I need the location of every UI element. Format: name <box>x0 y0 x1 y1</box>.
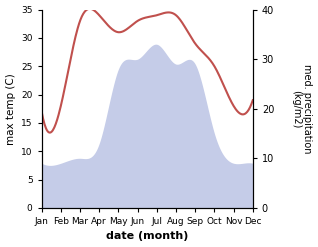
X-axis label: date (month): date (month) <box>106 231 188 242</box>
Y-axis label: max temp (C): max temp (C) <box>5 73 16 144</box>
Y-axis label: med. precipitation
(kg/m2): med. precipitation (kg/m2) <box>291 64 313 153</box>
